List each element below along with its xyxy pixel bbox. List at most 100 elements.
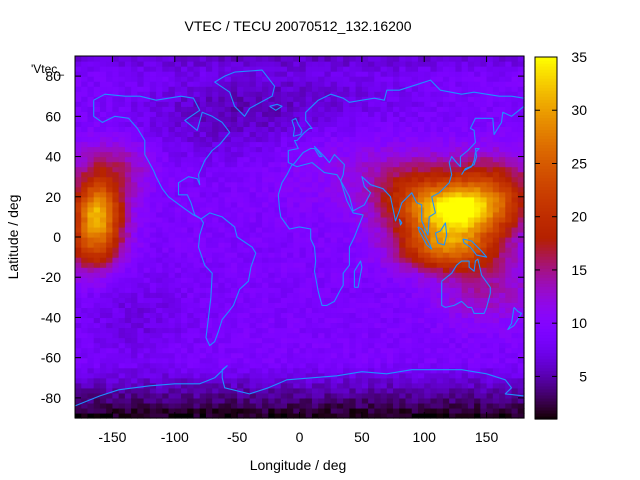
heatmap-cell — [205, 76, 213, 82]
heatmap-cell — [374, 337, 382, 344]
heatmap-cell — [355, 337, 363, 344]
heatmap-cell — [168, 151, 176, 158]
heatmap-cell — [230, 382, 238, 389]
heatmap-cell — [393, 322, 400, 329]
heatmap-cell — [237, 131, 244, 138]
heatmap-cell — [311, 96, 319, 102]
heatmap-cell — [106, 136, 114, 143]
heatmap-cell — [430, 337, 438, 344]
heatmap-cell — [124, 392, 132, 399]
heatmap-cell — [349, 196, 357, 203]
heatmap-cell — [343, 317, 350, 324]
heatmap-cell — [293, 262, 301, 268]
heatmap-cell — [461, 312, 469, 319]
heatmap-cell — [449, 61, 457, 67]
heatmap-cell — [417, 161, 425, 168]
heatmap-cell — [287, 242, 294, 248]
heatmap-cell — [343, 141, 350, 148]
heatmap-cell — [93, 226, 101, 233]
heatmap-cell — [131, 407, 138, 414]
heatmap-cell — [474, 272, 481, 278]
heatmap-cell — [87, 126, 95, 133]
heatmap-cell — [411, 357, 419, 364]
heatmap-cell — [249, 111, 257, 117]
heatmap-cell — [486, 267, 494, 273]
heatmap-cell — [474, 136, 481, 143]
heatmap-cell — [212, 282, 220, 288]
heatmap-cell — [492, 407, 500, 414]
heatmap-cell — [199, 56, 207, 62]
heatmap-cell — [411, 141, 419, 148]
heatmap-cell — [181, 196, 188, 203]
heatmap-cell — [374, 287, 382, 293]
heatmap-cell — [436, 81, 444, 87]
heatmap-cell — [262, 287, 269, 293]
heatmap-cell — [430, 327, 438, 334]
heatmap-cell — [268, 242, 276, 248]
heatmap-cell — [492, 252, 500, 258]
heatmap-cell — [262, 136, 269, 143]
heatmap-cell — [93, 342, 101, 349]
heatmap-cell — [318, 136, 326, 143]
heatmap-cell — [224, 347, 232, 354]
heatmap-cell — [405, 277, 413, 283]
heatmap-cell — [193, 262, 201, 268]
heatmap-cell — [99, 161, 107, 168]
heatmap-cell — [280, 121, 288, 127]
heatmap-cell — [162, 136, 170, 143]
heatmap-cell — [417, 337, 425, 344]
heatmap-cell — [81, 397, 89, 404]
heatmap-cell — [318, 267, 326, 273]
heatmap-cell — [455, 191, 463, 198]
heatmap-cell — [237, 327, 244, 334]
heatmap-cell — [442, 81, 450, 87]
heatmap-cell — [205, 357, 213, 364]
heatmap-cell — [99, 156, 107, 163]
heatmap-cell — [374, 362, 382, 369]
heatmap-cell — [318, 357, 326, 364]
heatmap-cell — [318, 146, 326, 153]
heatmap-cell — [268, 221, 276, 228]
heatmap-cell — [124, 277, 132, 283]
heatmap-cell — [424, 56, 432, 62]
heatmap-cell — [343, 372, 350, 379]
heatmap-cell — [411, 101, 419, 107]
heatmap-cell — [249, 211, 257, 218]
heatmap-cell — [212, 312, 220, 319]
heatmap-cell — [249, 191, 257, 198]
heatmap-cell — [361, 56, 369, 62]
heatmap-cell — [199, 91, 207, 97]
heatmap-cell — [75, 347, 82, 354]
heatmap-cell — [386, 367, 394, 374]
heatmap-cell — [181, 201, 188, 208]
heatmap-cell — [349, 161, 357, 168]
heatmap-cell — [355, 226, 363, 233]
heatmap-cell — [349, 342, 357, 349]
heatmap-cell — [461, 201, 469, 208]
heatmap-cell — [324, 161, 332, 168]
heatmap-cell — [343, 216, 350, 223]
heatmap-cell — [124, 317, 132, 324]
heatmap-cell — [99, 106, 107, 112]
heatmap-cell — [393, 56, 400, 62]
heatmap-cell — [230, 66, 238, 72]
heatmap-cell — [268, 307, 276, 314]
heatmap-cell — [205, 377, 213, 384]
heatmap-cell — [143, 181, 151, 188]
heatmap-cell — [336, 151, 344, 158]
heatmap-cell — [474, 397, 481, 404]
heatmap-cell — [474, 186, 481, 193]
heatmap-cell — [455, 231, 463, 238]
heatmap-cell — [336, 242, 344, 248]
heatmap-cell — [249, 247, 257, 253]
heatmap-cell — [449, 186, 457, 193]
heatmap-cell — [93, 156, 101, 163]
heatmap-cell — [305, 352, 313, 359]
heatmap-cell — [243, 277, 251, 283]
heatmap-cell — [143, 111, 151, 117]
heatmap-cell — [380, 257, 388, 263]
heatmap-cell — [212, 292, 220, 298]
heatmap-cell — [224, 307, 232, 314]
heatmap-cell — [143, 272, 151, 278]
heatmap-cell — [143, 231, 151, 238]
